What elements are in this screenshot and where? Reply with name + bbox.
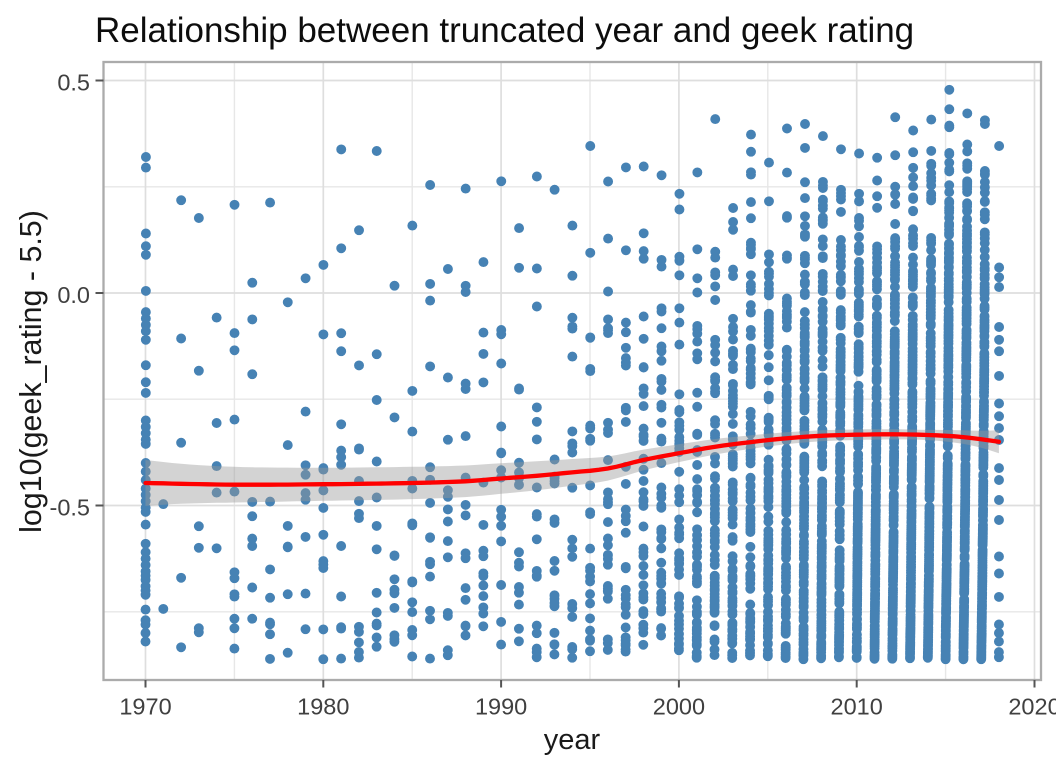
svg-text:year: year: [544, 724, 601, 756]
svg-text:log10(geek_rating - 5.5): log10(geek_rating - 5.5): [14, 210, 48, 533]
svg-text:1970: 1970: [119, 694, 171, 720]
svg-text:1980: 1980: [297, 694, 349, 720]
svg-text:2010: 2010: [831, 694, 883, 720]
svg-text:Relationship between truncated: Relationship between truncated year and …: [95, 11, 914, 50]
svg-text:-0.5: -0.5: [50, 495, 91, 521]
svg-text:0.0: 0.0: [57, 282, 90, 308]
svg-text:0.5: 0.5: [57, 70, 90, 96]
svg-text:2000: 2000: [653, 694, 705, 720]
svg-text:1990: 1990: [475, 694, 527, 720]
svg-text:2020: 2020: [1008, 694, 1056, 720]
